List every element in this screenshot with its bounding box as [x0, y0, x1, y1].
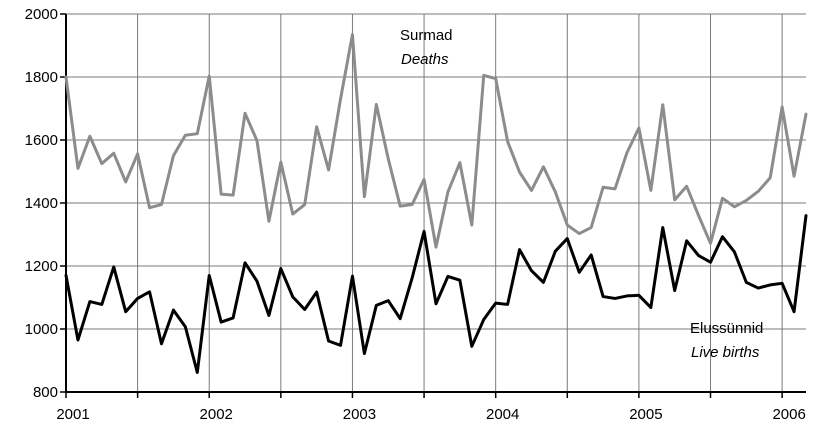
xtick-label-2002: 2002	[200, 406, 233, 423]
births-label-en: Live births	[691, 344, 760, 361]
ytick-label-1600: 1600	[25, 132, 58, 149]
series-lines	[64, 32, 808, 374]
births-label: Elussünnid	[690, 320, 763, 337]
xtick-label-2005: 2005	[629, 406, 662, 423]
xtick-label-2004: 2004	[486, 406, 519, 423]
ytick-label-1800: 1800	[25, 69, 58, 86]
xtick-label-2001: 2001	[56, 406, 89, 423]
deaths-label-en: Deaths	[401, 51, 449, 68]
xtick-label-2003: 2003	[343, 406, 376, 423]
deaths-label: Surmad	[400, 27, 453, 44]
x-axis: 2001 2002 2003 2004 2005 2006	[56, 391, 806, 423]
ytick-label-1400: 1400	[25, 195, 58, 212]
ytick-label-1200: 1200	[25, 258, 58, 275]
grid	[66, 13, 806, 392]
xtick-label-2006: 2006	[772, 406, 805, 423]
ytick-label-800: 800	[33, 384, 58, 401]
series-line-deaths	[64, 32, 808, 249]
y-axis: 800 1000 1200 1400 1600 1800 2000	[25, 6, 67, 401]
series-line-live-births	[64, 214, 808, 374]
ytick-label-1000: 1000	[25, 321, 58, 338]
ytick-label-2000: 2000	[25, 6, 58, 23]
annotations: Surmad Deaths Elussünnid Live births	[400, 27, 763, 361]
